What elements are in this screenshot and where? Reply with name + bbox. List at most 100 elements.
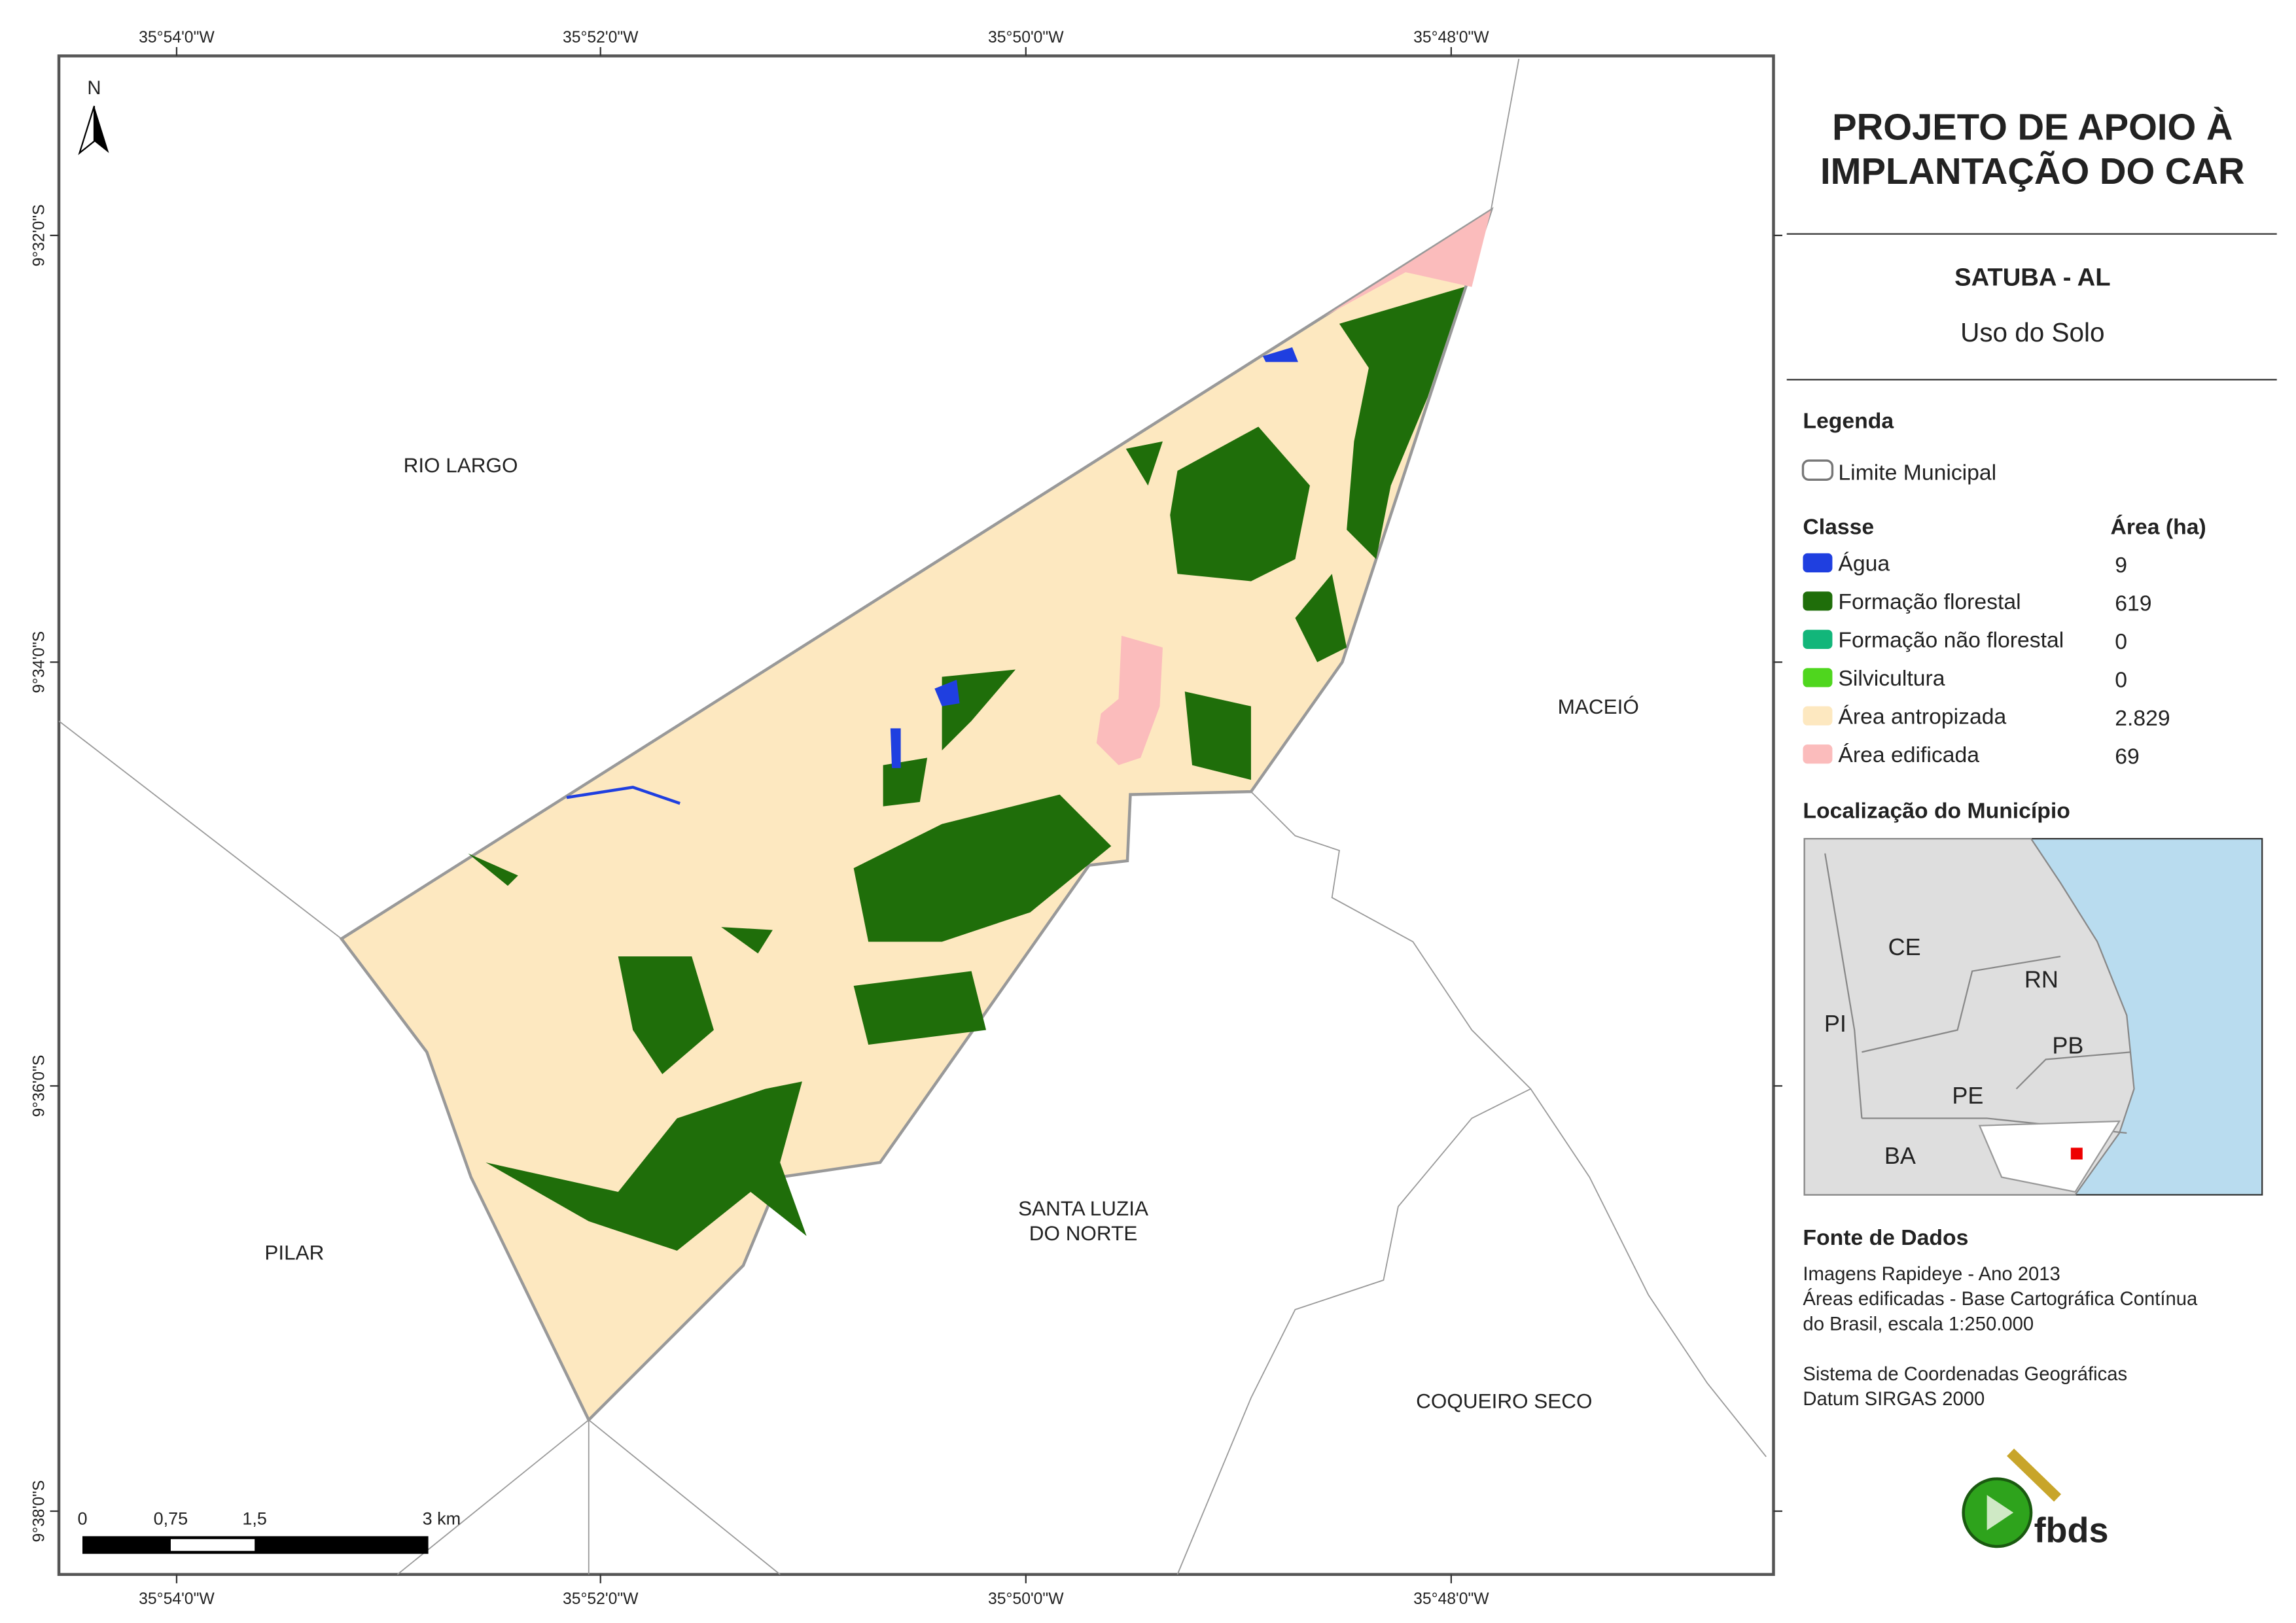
forest-patch (942, 669, 1016, 751)
legend-label: Área antropizada (1838, 705, 2006, 729)
boundary (588, 1419, 781, 1575)
neighbor-boundaries (58, 58, 1767, 1575)
legend-swatch (1803, 706, 1833, 725)
boundary (397, 1419, 590, 1575)
legend-area: 69 (2115, 744, 2140, 769)
state-border (2015, 1051, 2132, 1090)
logo: fbds (1962, 1448, 2109, 1550)
scale-segment (170, 1539, 255, 1551)
stream (566, 786, 680, 805)
state-label: RN (2024, 966, 2058, 992)
scale-label: 1,5 (242, 1509, 267, 1528)
place-label: RIO LARGO (404, 453, 518, 477)
legend-label: Silvicultura (1838, 666, 1945, 691)
legend-label: Água (1838, 551, 1890, 576)
legend-label: Limite Municipal (1838, 460, 1996, 485)
north-arrow: N (78, 78, 109, 156)
place-label: DO NORTE (1029, 1221, 1138, 1245)
longitude-label: 35°50'0"W (988, 1590, 1064, 1608)
longitude-label: 35°52'0"W (563, 29, 639, 46)
state-label: BA (1884, 1142, 1916, 1169)
boundary (1176, 1088, 1531, 1575)
legend-swatch (1803, 668, 1833, 688)
legend-area: 9 (2115, 553, 2127, 578)
scale-segment (82, 1536, 429, 1554)
boundary (58, 720, 342, 939)
legend-area: 0 (2115, 629, 2127, 654)
built-area (1096, 635, 1163, 765)
arrow-right (94, 105, 109, 153)
inset-map: CE RN PI PB PE BA (1803, 837, 2263, 1196)
forest-patch (1125, 441, 1163, 486)
boundary (1490, 58, 1520, 211)
alagoas (1978, 1120, 2121, 1193)
map-layer (58, 58, 1767, 1575)
forest-patch (1184, 691, 1251, 780)
forest-patch (486, 1081, 807, 1251)
legend-label: Formação florestal (1838, 589, 2021, 614)
legend-area: 2.829 (2115, 706, 2170, 731)
longitude-label: 35°48'0"W (1413, 1590, 1489, 1608)
place-label: MACEIÓ (1558, 695, 1639, 718)
longitude-label: 35°54'0"W (139, 29, 215, 46)
legend-label: Formação não florestal (1838, 628, 2064, 653)
forest-patch (883, 758, 928, 807)
legend-swatch (1803, 744, 1833, 764)
north-label: N (87, 78, 101, 99)
source-line: Datum SIRGAS 2000 (1803, 1389, 1985, 1410)
class-header: Classe (1803, 515, 1874, 540)
forest-patch (468, 853, 518, 886)
source-line: do Brasil, escala 1:250.000 (1803, 1314, 2034, 1335)
longitude-label: 35°50'0"W (988, 29, 1064, 46)
water-body (1262, 347, 1298, 362)
scale-label: 0,75 (154, 1509, 188, 1528)
place-label: COQUEIRO SECO (1416, 1389, 1592, 1413)
longitude-label: 35°48'0"W (1413, 29, 1489, 46)
longitude-label: 35°52'0"W (563, 1590, 639, 1608)
legend-label: Área edificada (1838, 742, 1979, 767)
arrow-left (78, 105, 96, 156)
source-line: Imagens Rapideye - Ano 2013 (1803, 1264, 2060, 1285)
legend-swatch (1803, 629, 1833, 649)
forest-patch (1170, 427, 1310, 582)
side-panel: PROJETO DE APOIO À IMPLANTAÇÃO DO CAR SA… (1786, 107, 2277, 1550)
coordinate-grid: 35°54'0"W 35°54'0"W 35°52'0"W 35°52'0"W 35°5… (31, 29, 1782, 1608)
logo-text: fbds (2034, 1510, 2109, 1550)
state-border (1824, 853, 1863, 1119)
forest-patch (721, 927, 773, 954)
boundary (1250, 791, 1767, 1457)
forest-patch (618, 956, 714, 1075)
state-label: PI (1824, 1010, 1846, 1037)
forest-patch (1339, 287, 1465, 559)
municipality: SATUBA - AL (1954, 263, 2110, 291)
area-header: Área (ha) (2111, 515, 2206, 540)
forest-patch (853, 794, 1112, 942)
state-label: CE (1888, 934, 1921, 960)
forest-patch (1295, 574, 1347, 663)
title: IMPLANTAÇÃO DO CAR (1820, 150, 2245, 192)
location-marker (2070, 1147, 2083, 1160)
title: PROJETO DE APOIO À (1832, 107, 2233, 148)
place-label: SANTA LUZIA (1018, 1196, 1148, 1220)
legend-swatch (1803, 591, 1833, 611)
latitude-label: 9°36'0"S (31, 1055, 48, 1117)
source-line: Sistema de Coordenadas Geográficas (1803, 1364, 2127, 1385)
scale-label: 3 km (423, 1509, 461, 1528)
legend-area: 0 (2115, 667, 2127, 692)
state-label: PE (1952, 1082, 1983, 1109)
logo-bar (2007, 1448, 2062, 1502)
boundary-swatch (1801, 459, 1834, 481)
water-body (890, 728, 901, 769)
latitude-label: 9°34'0"S (31, 631, 48, 693)
latitude-label: 9°38'0"S (31, 1480, 48, 1543)
scale-bar: 0 0,75 1,5 3 km (77, 1509, 461, 1554)
location-title: Localização do Município (1803, 799, 2070, 824)
sources-title: Fonte de Dados (1803, 1225, 1968, 1250)
water-body (934, 680, 960, 707)
logo-play (1987, 1495, 2014, 1531)
subtitle: Uso do Solo (1960, 317, 2104, 347)
state-border (1862, 955, 2061, 1053)
legend-swatch (1803, 553, 1833, 572)
latitude-label: 9°32'0"S (31, 204, 48, 266)
